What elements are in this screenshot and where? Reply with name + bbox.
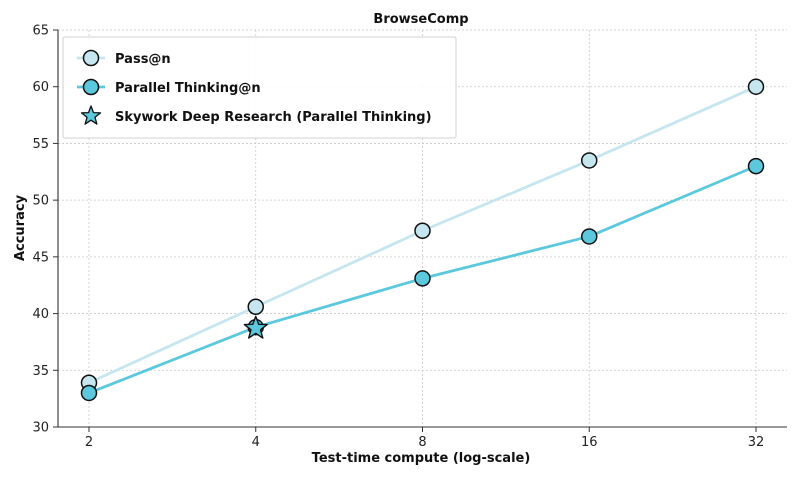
y-tick-label: 50 [32, 194, 49, 209]
legend-box [62, 36, 457, 139]
data-point [80, 384, 98, 402]
x-tick-label: 16 [581, 435, 598, 450]
x-tick-label: 4 [252, 435, 260, 450]
data-point [581, 228, 598, 245]
legend-label: Pass@n [115, 52, 171, 67]
data-point [247, 298, 264, 316]
y-tick-label: 35 [32, 364, 49, 379]
y-axis-label: Accuracy [13, 194, 28, 261]
legend: Pass@n Parallel Thinking@n Skywork Deep Re… [62, 36, 457, 139]
x-tick-label: 8 [418, 435, 426, 450]
legend-label: Skywork Deep Research (Parallel Thinking… [115, 110, 432, 125]
data-point [581, 152, 598, 169]
legend-star-marker [80, 105, 102, 125]
y-tick-label: 40 [32, 307, 49, 322]
x-axis-label: Test-time compute (log-scale) [312, 451, 531, 466]
highlight-star-point [243, 315, 268, 339]
legend-marker [82, 49, 100, 67]
axes: 2 4 8 16 32 30 35 40 45 50 55 60 65 [32, 24, 787, 450]
x-tick-label: 32 [748, 435, 765, 450]
data-point [414, 222, 431, 240]
y-tick-label: 45 [32, 250, 49, 265]
legend-label: Parallel Thinking@n [115, 81, 261, 96]
chart-title: BrowseComp [373, 12, 468, 27]
data-point [747, 157, 765, 175]
y-tick-label: 55 [32, 137, 49, 152]
y-tick-label: 65 [32, 24, 49, 39]
y-tick-label: 60 [32, 80, 49, 95]
data-point [414, 270, 431, 287]
data-point [747, 78, 765, 95]
y-tick-label: 30 [32, 421, 49, 436]
legend-marker [82, 78, 100, 96]
series-layer [80, 78, 765, 402]
x-tick-label: 2 [85, 435, 93, 450]
